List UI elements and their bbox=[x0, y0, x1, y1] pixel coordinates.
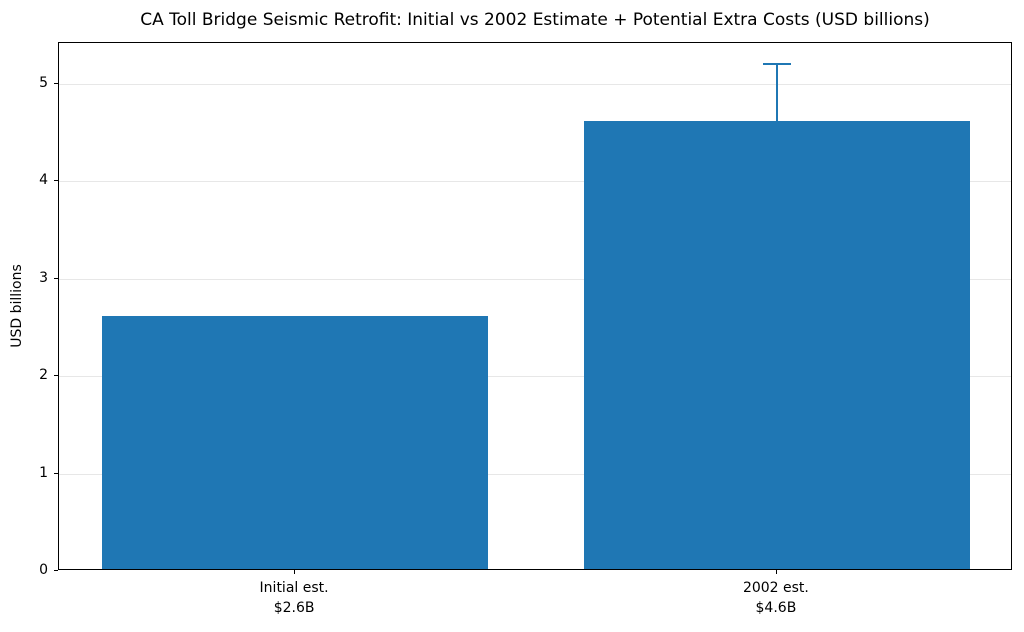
y-tick-label-2: 2 bbox=[39, 367, 48, 384]
x-tick-mark-1 bbox=[775, 570, 777, 574]
y-tick-mark-3 bbox=[54, 277, 58, 279]
error-bar-cap-1-top bbox=[762, 63, 791, 66]
y-tick-mark-5 bbox=[54, 82, 58, 84]
bar-0 bbox=[102, 315, 488, 569]
y-tick-label-5: 5 bbox=[39, 74, 48, 91]
x-tick-mark-0 bbox=[294, 570, 296, 574]
y-tick-mark-0 bbox=[54, 570, 58, 571]
x-tick-label-0: Initial est. $2.6B bbox=[259, 580, 329, 616]
y-tick-label-1: 1 bbox=[39, 464, 48, 481]
y-tick-mark-1 bbox=[54, 472, 58, 474]
y-tick-label-0: 0 bbox=[39, 562, 48, 578]
error-bar-line-1 bbox=[775, 64, 778, 123]
chart-title: CA Toll Bridge Seismic Retrofit: Initial… bbox=[140, 10, 930, 30]
plot-area bbox=[58, 42, 1012, 570]
y-tick-mark-4 bbox=[54, 180, 58, 182]
gridline-y-5 bbox=[59, 83, 1011, 85]
y-tick-mark-2 bbox=[54, 375, 58, 377]
gridline-y-4 bbox=[59, 181, 1011, 183]
bar-1 bbox=[584, 120, 970, 569]
y-tick-label-4: 4 bbox=[39, 172, 48, 189]
gridline-y-2 bbox=[59, 376, 1011, 378]
error-bar-cap-1-bottom bbox=[762, 121, 791, 124]
gridline-y-3 bbox=[59, 278, 1011, 280]
x-tick-label-1: 2002 est. $4.6B bbox=[742, 580, 809, 616]
gridline-y-1 bbox=[59, 473, 1011, 475]
y-tick-label-3: 3 bbox=[39, 269, 48, 286]
